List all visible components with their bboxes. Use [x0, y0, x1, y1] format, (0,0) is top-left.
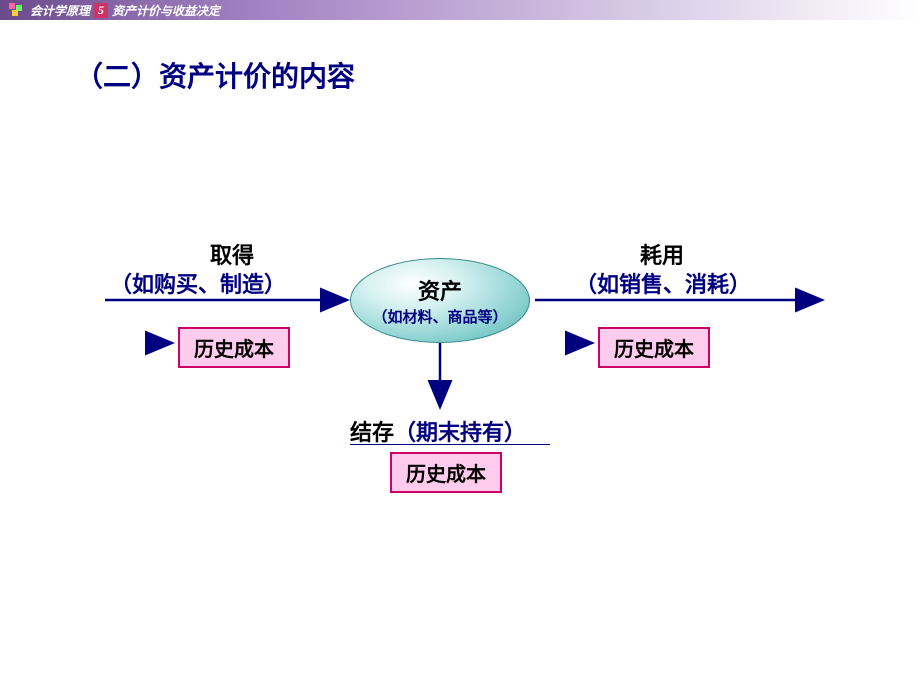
right-sub-label: （如销售、消耗） — [575, 267, 751, 299]
bottom-label-blue: （期末持有） — [394, 420, 526, 445]
left-cost-box: 历史成本 — [178, 327, 290, 368]
right-cost-box: 历史成本 — [598, 327, 710, 368]
ellipse-main-label: 资产 — [418, 274, 462, 306]
center-asset-node: 资产 （如材料、商品等） — [350, 258, 530, 343]
bottom-label-group: 结存（期末持有） — [350, 415, 526, 447]
left-top-label: 取得 — [210, 238, 254, 270]
bottom-label-black: 结存 — [350, 420, 394, 445]
bottom-cost-box: 历史成本 — [390, 452, 502, 493]
bottom-underline — [350, 444, 550, 445]
left-sub-label: （如购买、制造） — [110, 267, 286, 299]
ellipse-sub-label: （如材料、商品等） — [372, 306, 507, 327]
right-top-label: 耗用 — [640, 238, 684, 270]
flowchart-arrows — [0, 0, 920, 690]
